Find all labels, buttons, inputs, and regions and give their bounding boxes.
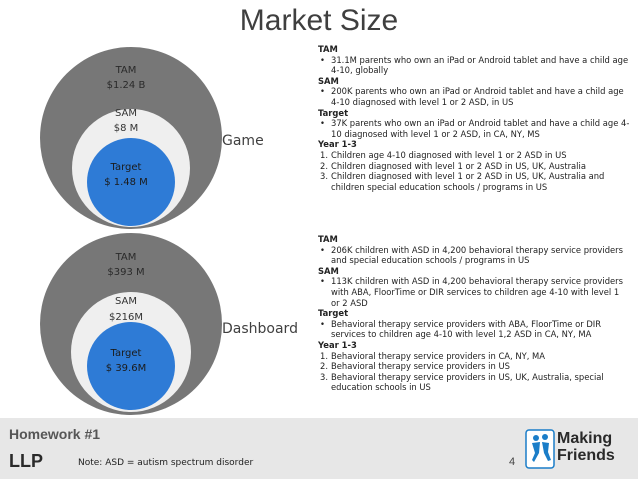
dashboard-label: Dashboard <box>222 321 298 337</box>
dashboard-year-heading: Year 1-3 <box>318 339 357 350</box>
homework-label: Homework #1 <box>9 426 101 442</box>
dashboard-circle-group: TAM $393 M SAM $216M Target $ 39.6M <box>40 233 222 415</box>
game-circle-group: TAM $1.24 B SAM $8 M Target $ 1.48 M <box>40 47 222 229</box>
bullet: • <box>320 54 325 65</box>
game-tam-value: $1.24 B <box>107 80 146 91</box>
footnote: Note: ASD = autism spectrum disorder <box>78 458 254 468</box>
list-item: 3. Children diagnosed with level 1 or 2 A… <box>318 171 630 192</box>
list-item: 2. Behavioral therapy service providers i… <box>318 361 630 372</box>
game-sam-heading: SAM <box>318 75 339 86</box>
game-target-heading: Target <box>318 107 349 118</box>
list-number: 2. <box>320 160 328 171</box>
game-target-label: Target <box>110 162 142 173</box>
list-item-text: Behavioral therapy service providers in … <box>331 350 546 361</box>
dashboard-tam-heading: TAM <box>318 234 338 244</box>
logo-line-2: Friends <box>557 447 615 464</box>
list-item-text: 206K children with ASD in 4,200 behavior… <box>331 244 623 266</box>
list-item: 1. Children age 4-10 diagnosed with level… <box>318 150 630 161</box>
list-item-text: Behavioral therapy service providers in … <box>331 371 604 393</box>
list-item: • 37K parents who own an iPad or Android … <box>318 118 630 139</box>
list-item: 1. Behavioral therapy service providers i… <box>318 351 630 362</box>
game-target-circle <box>87 138 175 226</box>
market-size-circles: TAM $1.24 B SAM $8 M Target $ 1.48 M TAM… <box>40 47 222 415</box>
game-sam-value: $8 M <box>114 123 139 134</box>
bullet: • <box>320 318 325 329</box>
list-item-text: Behavioral therapy service providers wit… <box>331 318 602 340</box>
list-item-text: Children age 4-10 diagnosed with level 1… <box>331 149 567 160</box>
list-item-text: 113K children with ASD in 4,200 behavior… <box>331 276 623 308</box>
list-item-text: 31.1M parents who own an iPad or Android… <box>331 54 629 76</box>
dashboard-target-heading: Target <box>318 308 349 319</box>
list-item-text: Children diagnosed with level 1 or 2 ASD… <box>331 160 586 171</box>
game-description: TAM • 31.1M parents who own an iPad or An… <box>318 44 630 192</box>
dashboard-target-circle <box>87 322 175 410</box>
bullet: • <box>320 118 325 129</box>
dashboard-sam-value: $216M <box>109 312 143 323</box>
dashboard-tam-label: TAM <box>115 252 137 263</box>
page-number: 4 <box>509 456 516 468</box>
dashboard-target-value: $ 39.6M <box>106 363 146 374</box>
dashboard-sam-heading: SAM <box>318 265 339 276</box>
list-item: 3. Behavioral therapy service providers i… <box>318 372 630 393</box>
game-tam-label: TAM <box>115 65 137 76</box>
logo-icon-box <box>525 429 555 469</box>
list-number: 2. <box>320 361 328 372</box>
list-number: 3. <box>320 171 328 182</box>
list-item: • Behavioral therapy service providers wi… <box>318 319 630 340</box>
list-item-text: Children diagnosed with level 1 or 2 ASD… <box>331 171 605 192</box>
game-target-value: $ 1.48 M <box>104 177 148 188</box>
bullet: • <box>320 86 325 97</box>
bullet: • <box>320 276 325 287</box>
list-item: • 200K parents who own an iPad or Android… <box>318 86 630 107</box>
slide-title: Market Size <box>239 4 399 37</box>
list-item-text: 37K parents who own an iPad or Android t… <box>331 118 630 139</box>
logo-figure-icon <box>532 434 551 462</box>
list-number: 3. <box>320 371 328 382</box>
making-friends-logo <box>525 429 555 469</box>
game-year-heading: Year 1-3 <box>318 139 357 150</box>
list-item-text: Behavioral therapy service providers in … <box>331 361 510 372</box>
dashboard-description: TAM • 206K children with ASD in 4,200 beh… <box>318 234 630 393</box>
game-sam-label: SAM <box>115 108 137 119</box>
dashboard-sam-label: SAM <box>115 296 137 307</box>
list-item-text: 200K parents who own an iPad or Android … <box>331 86 624 107</box>
game-tam-heading: TAM <box>318 44 338 54</box>
dashboard-target-label: Target <box>110 348 142 359</box>
list-item: 2. Children diagnosed with level 1 or 2 A… <box>318 161 630 172</box>
list-number: 1. <box>320 149 328 160</box>
game-label: Game <box>222 133 264 149</box>
dashboard-tam-value: $393 M <box>107 267 144 278</box>
list-item: • 113K children with ASD in 4,200 behavio… <box>318 276 630 308</box>
logo-wordmark: Making Friends <box>557 430 615 464</box>
logo-line-1: Making <box>557 430 613 447</box>
bullet: • <box>320 244 325 255</box>
list-number: 1. <box>320 350 328 361</box>
list-item: • 206K children with ASD in 4,200 behavio… <box>318 245 630 266</box>
list-item: • 31.1M parents who own an iPad or Androi… <box>318 55 630 76</box>
llp-label: LLP <box>9 451 43 471</box>
